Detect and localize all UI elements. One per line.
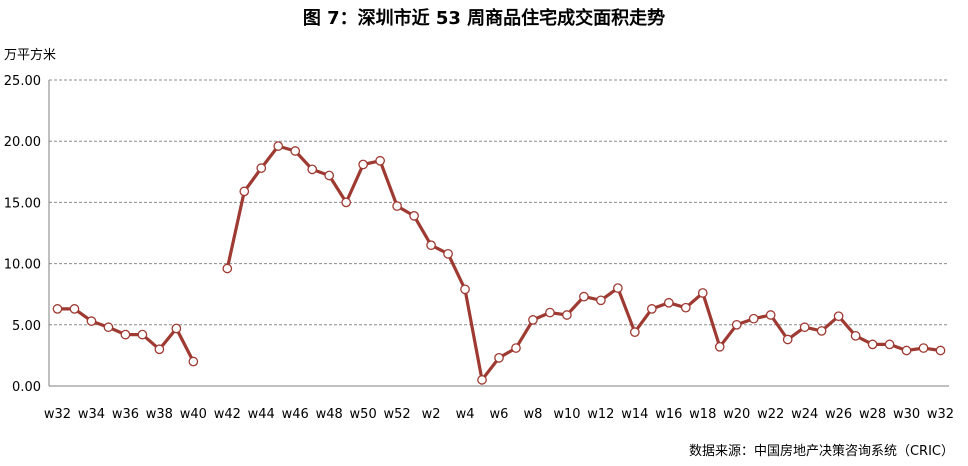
- y-axis-unit-label: 万平方米: [4, 48, 57, 63]
- data-point: [52, 304, 63, 314]
- x-tick-label: w20: [723, 407, 750, 422]
- chart-title: 图 7：深圳市近 53 周商品住宅成交面积走势: [302, 8, 666, 29]
- x-tick-label: w46: [282, 407, 309, 422]
- data-point: [494, 352, 504, 363]
- data-point: [341, 197, 352, 208]
- x-tick-label: w42: [214, 407, 241, 422]
- data-point: [290, 146, 301, 156]
- data-point: [222, 263, 233, 274]
- x-tick-label: w16: [655, 407, 682, 422]
- data-point: [239, 186, 250, 197]
- data-point: [714, 341, 725, 352]
- x-tick-label: w8: [524, 407, 543, 422]
- x-tick-label: w34: [78, 407, 105, 422]
- data-point: [697, 288, 708, 298]
- x-tick-label: w28: [859, 407, 886, 422]
- data-point: [477, 375, 487, 385]
- y-tick-label: 15.00: [4, 196, 41, 211]
- x-tick-label: w48: [316, 407, 343, 422]
- data-point: [782, 334, 793, 345]
- data-point: [680, 302, 691, 313]
- x-tick-label: w44: [248, 407, 275, 422]
- data-point: [103, 322, 114, 333]
- data-point: [307, 164, 318, 175]
- x-tick-label: w40: [180, 407, 207, 422]
- x-tick-label: w6: [490, 407, 509, 422]
- data-point: [562, 310, 572, 320]
- data-point: [613, 283, 623, 293]
- data-point: [765, 310, 776, 320]
- data-point: [663, 297, 674, 308]
- x-tick-label: w38: [146, 407, 173, 422]
- x-tick-label: w52: [384, 407, 411, 422]
- data-point: [86, 316, 97, 326]
- x-tick-label: w32: [927, 407, 954, 422]
- x-tick-label: w2: [422, 407, 441, 422]
- data-point: [596, 295, 606, 306]
- data-point: [816, 326, 827, 336]
- source-note: 数据来源：中国房地产决策咨询系统（CRIC）: [688, 444, 954, 459]
- data-point: [884, 339, 895, 350]
- data-point: [324, 170, 335, 181]
- data-point: [901, 345, 912, 356]
- data-point: [528, 315, 538, 325]
- data-point: [358, 159, 369, 170]
- y-tick-label: 0.00: [12, 380, 41, 395]
- data-point: [579, 291, 589, 302]
- x-tick-label: w30: [893, 407, 920, 422]
- series-line: [225, 144, 943, 382]
- x-tick-label: w26: [825, 407, 852, 422]
- data-point: [188, 356, 199, 367]
- data-point: [799, 322, 810, 333]
- data-point: [426, 240, 436, 251]
- data-point: [867, 339, 878, 350]
- data-point: [443, 248, 453, 259]
- data-point: [375, 155, 385, 166]
- data-point: [273, 141, 284, 151]
- data-point: [646, 304, 657, 314]
- y-tick-label: 10.00: [4, 258, 41, 273]
- x-tick-label: w36: [112, 407, 139, 422]
- data-point: [748, 313, 759, 324]
- data-point: [850, 330, 861, 341]
- data-point: [256, 163, 267, 173]
- data-point: [171, 323, 182, 334]
- data-point: [392, 201, 402, 211]
- data-point: [833, 311, 844, 322]
- y-tick-label: 20.00: [4, 135, 41, 150]
- x-tick-label: w4: [456, 407, 475, 422]
- x-tick-label: w14: [621, 407, 648, 422]
- data-point: [918, 343, 929, 353]
- x-tick-label: w32: [44, 407, 71, 422]
- x-tick-label: w12: [587, 407, 614, 422]
- data-point: [69, 304, 80, 314]
- data-point: [511, 343, 521, 353]
- data-point: [545, 307, 555, 318]
- data-point: [460, 284, 470, 295]
- data-point: [154, 344, 165, 355]
- x-tick-label: w10: [553, 407, 580, 422]
- data-point: [629, 327, 640, 337]
- data-point: [120, 329, 131, 340]
- y-tick-label: 25.00: [4, 74, 41, 89]
- x-tick-label: w50: [350, 407, 377, 422]
- data-point: [731, 319, 742, 330]
- data-point: [935, 345, 946, 356]
- x-tick-label: w22: [757, 407, 784, 422]
- data-point: [137, 329, 148, 340]
- x-tick-label: w18: [689, 407, 716, 422]
- y-tick-label: 5.00: [12, 319, 41, 334]
- x-tick-label: w24: [791, 407, 818, 422]
- data-point: [409, 211, 419, 221]
